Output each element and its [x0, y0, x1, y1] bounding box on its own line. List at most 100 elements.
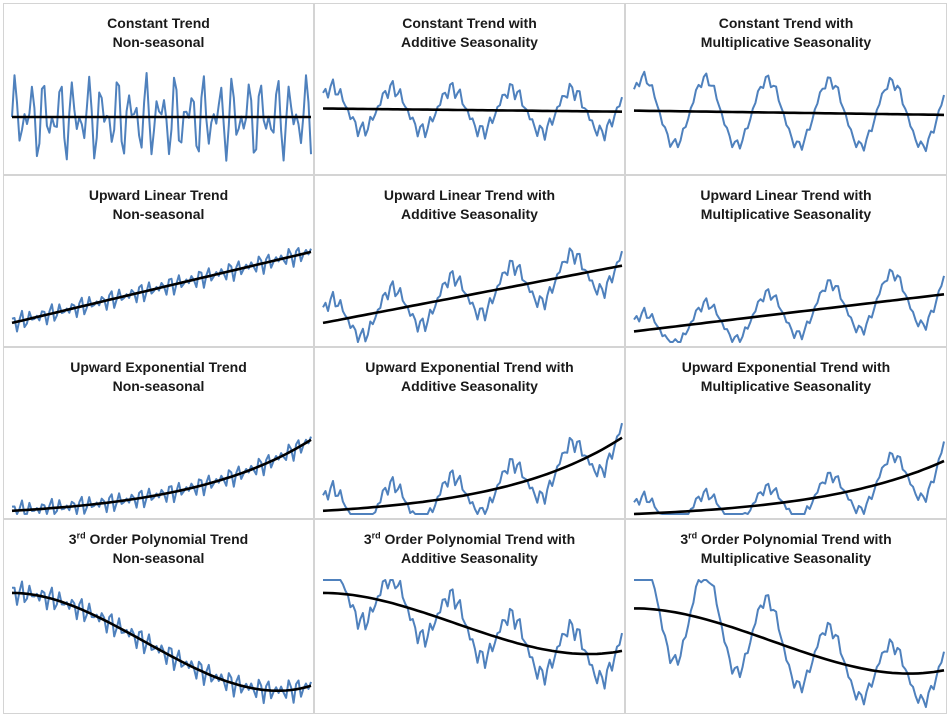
panel-title: Constant Trend Non-seasonal: [4, 14, 313, 52]
panel-linear-additive: Upward Linear Trend with Additive Season…: [314, 175, 625, 347]
title-text: 3: [68, 531, 77, 547]
title-text: Multiplicative Seasonality: [700, 378, 872, 394]
title-line-1: Constant Trend: [4, 14, 313, 33]
title-text-rest: Order Polynomial Trend with: [380, 531, 576, 547]
panel-polynomial-additive: 3rd Order Polynomial Trend with Additive…: [314, 519, 625, 714]
panel-title: Constant Trend with Multiplicative Seaso…: [626, 14, 946, 52]
panel-title: Constant Trend with Additive Seasonality: [315, 14, 624, 52]
line-chart: [11, 436, 312, 515]
series-line: [633, 268, 945, 343]
line-chart: [322, 422, 623, 515]
title-text: Upward Linear Trend: [88, 187, 229, 203]
panel-title: 3rd Order Polynomial Trend with Additive…: [315, 530, 624, 568]
title-text-rest: Order Polynomial Trend: [85, 531, 249, 547]
panel-polynomial-nonseasonal: 3rd Order Polynomial Trend Non-seasonal: [3, 519, 314, 714]
title-text: Constant Trend: [107, 15, 210, 31]
title-line-1: 3rd Order Polynomial Trend with: [315, 530, 624, 549]
panel-constant-additive: Constant Trend with Additive Seasonality: [314, 3, 625, 175]
title-superscript: rd: [688, 530, 698, 541]
line-chart: [633, 268, 945, 343]
panel-title: Upward Linear Trend with Multiplicative …: [626, 186, 946, 224]
trend-line: [322, 591, 623, 656]
title-line-1: Upward Exponential Trend with: [315, 358, 624, 377]
title-line-2: Multiplicative Seasonality: [626, 33, 946, 52]
trend-line: [633, 293, 945, 333]
panel-title: Upward Exponential Trend with Multiplica…: [626, 358, 946, 396]
title-line-1: Constant Trend with: [626, 14, 946, 33]
panel-constant-multiplicative: Constant Trend with Multiplicative Seaso…: [625, 3, 947, 175]
trend-line: [634, 607, 945, 675]
panel-constant-nonseasonal: Constant Trend Non-seasonal: [3, 3, 314, 175]
title-line-1: 3rd Order Polynomial Trend with: [626, 530, 946, 549]
title-text: Non-seasonal: [112, 34, 205, 50]
series-line: [323, 579, 623, 690]
title-line-2: Non-seasonal: [4, 549, 313, 568]
title-text: Constant Trend with: [402, 15, 537, 31]
series-line: [11, 72, 312, 162]
title-superscript: rd: [76, 530, 86, 541]
title-text: Upward Exponential Trend with: [365, 359, 574, 375]
panel-polynomial-multiplicative: 3rd Order Polynomial Trend with Multipli…: [625, 519, 947, 714]
title-text: Constant Trend with: [718, 15, 854, 31]
panel-title: Upward Linear Trend Non-seasonal: [4, 186, 313, 224]
title-line-1: Constant Trend with: [315, 14, 624, 33]
trend-line: [11, 438, 312, 513]
title-line-2: Multiplicative Seasonality: [626, 377, 946, 396]
title-line-2: Non-seasonal: [4, 377, 313, 396]
title-text: Additive Seasonality: [401, 378, 538, 394]
title-text: Non-seasonal: [112, 206, 205, 222]
title-line-1: Upward Linear Trend with: [626, 186, 946, 205]
line-chart: [634, 579, 945, 709]
series-line: [634, 579, 945, 709]
title-text: Upward Exponential Trend with: [681, 359, 891, 375]
series-line: [11, 247, 312, 333]
series-line: [12, 580, 312, 705]
trend-line: [11, 591, 312, 692]
title-text: Multiplicative Seasonality: [700, 206, 872, 222]
title-text: Multiplicative Seasonality: [700, 34, 872, 50]
title-text: Upward Linear Trend with: [383, 187, 556, 203]
line-chart: [633, 441, 945, 516]
title-line-2: Non-seasonal: [4, 205, 313, 224]
line-chart: [11, 580, 312, 705]
line-chart: [322, 579, 623, 690]
title-superscript: rd: [371, 530, 381, 541]
series-line: [322, 247, 623, 343]
title-line-1: 3rd Order Polynomial Trend: [4, 530, 313, 549]
title-line-1: Upward Linear Trend: [4, 186, 313, 205]
panel-title: 3rd Order Polynomial Trend with Multipli…: [626, 530, 946, 568]
title-text-rest: Order Polynomial Trend with: [697, 531, 892, 547]
line-chart: [11, 72, 312, 162]
title-text: Additive Seasonality: [401, 550, 538, 566]
title-line-2: Multiplicative Seasonality: [626, 549, 946, 568]
title-line-2: Additive Seasonality: [315, 377, 624, 396]
trend-line: [322, 107, 623, 113]
title-text: Multiplicative Seasonality: [700, 550, 872, 566]
title-line-2: Non-seasonal: [4, 33, 313, 52]
panel-title: 3rd Order Polynomial Trend Non-seasonal: [4, 530, 313, 568]
panel-exponential-additive: Upward Exponential Trend with Additive S…: [314, 347, 625, 519]
panel-exponential-nonseasonal: Upward Exponential Trend Non-seasonal: [3, 347, 314, 519]
title-text: Non-seasonal: [112, 550, 205, 566]
title-text: 3: [680, 531, 689, 547]
series-line: [322, 422, 623, 515]
line-chart: [322, 78, 623, 142]
panel-linear-multiplicative: Upward Linear Trend with Multiplicative …: [625, 175, 947, 347]
title-text: Additive Seasonality: [401, 34, 538, 50]
title-line-2: Additive Seasonality: [315, 549, 624, 568]
panel-linear-nonseasonal: Upward Linear Trend Non-seasonal: [3, 175, 314, 347]
trend-line: [322, 264, 623, 325]
title-text: Upward Linear Trend with: [700, 187, 872, 203]
trend-line: [633, 109, 945, 117]
title-line-2: Additive Seasonality: [315, 33, 624, 52]
title-line-2: Multiplicative Seasonality: [626, 205, 946, 224]
panel-title: Upward Exponential Trend with Additive S…: [315, 358, 624, 396]
title-text: Additive Seasonality: [401, 206, 538, 222]
line-chart: [11, 247, 312, 333]
panel-exponential-multiplicative: Upward Exponential Trend with Multiplica…: [625, 347, 947, 519]
title-text: Upward Exponential Trend: [70, 359, 247, 375]
line-chart: [322, 247, 623, 343]
panel-title: Upward Exponential Trend Non-seasonal: [4, 358, 313, 396]
trend-line: [322, 436, 623, 513]
